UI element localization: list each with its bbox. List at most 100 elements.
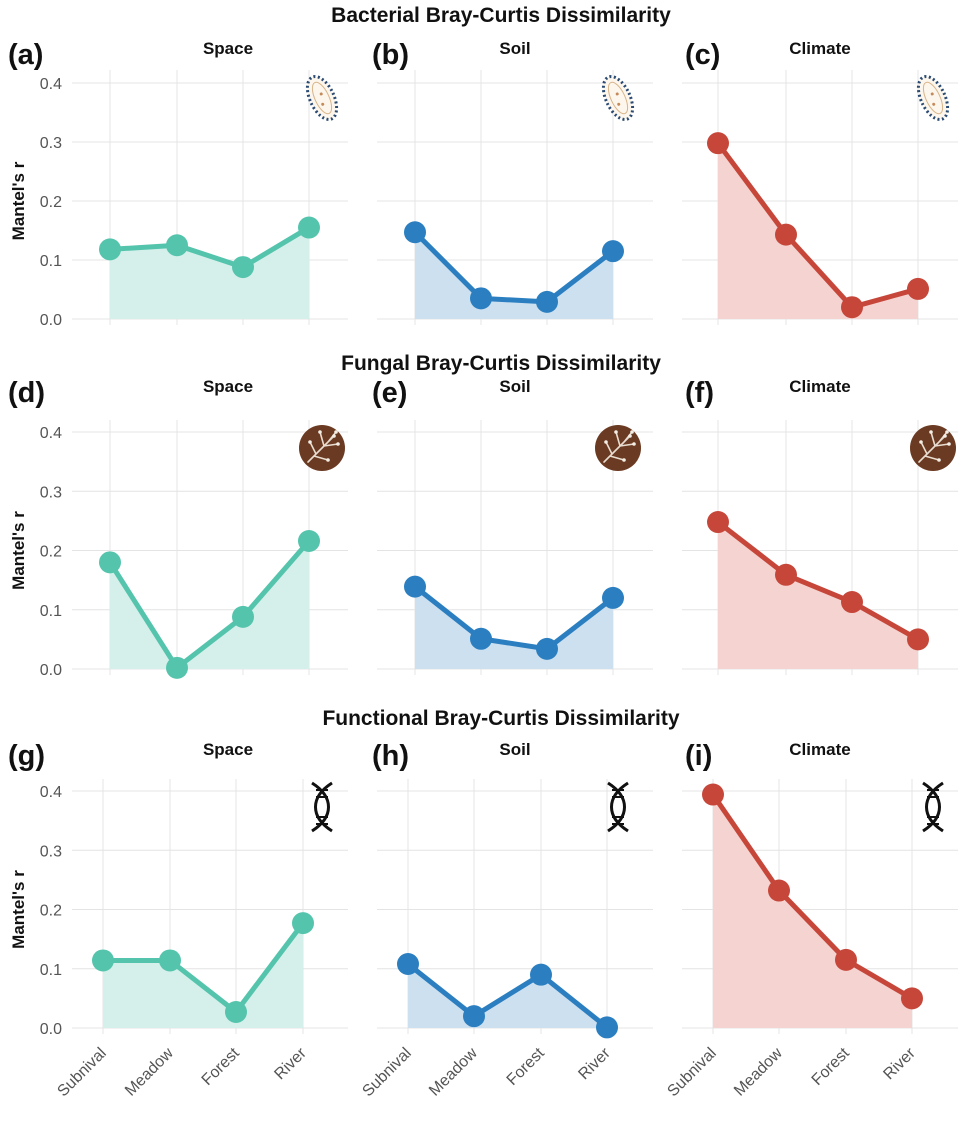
data-point-forest (835, 948, 857, 971)
dna-strand (314, 781, 333, 833)
fungus-spore (334, 430, 338, 434)
fungus-icon (299, 425, 345, 471)
series-line (406, 962, 609, 1030)
xtick-label: River (271, 1044, 310, 1083)
panel-title: Space (203, 377, 253, 396)
data-point-subnival (397, 953, 419, 976)
fungus-spore (947, 442, 951, 446)
series-area (415, 232, 613, 319)
data-point-river (596, 1016, 618, 1039)
panel-letter: (e) (372, 377, 407, 409)
ytick-label: 0.4 (40, 76, 62, 93)
panel-letter: (g) (8, 740, 45, 772)
bacterium-inner (922, 81, 944, 115)
series-line (710, 793, 914, 1001)
ytick-label: 0.1 (40, 253, 62, 270)
fungus-icon (595, 425, 641, 471)
data-point-river (901, 987, 923, 1010)
data-point-meadow (470, 627, 492, 650)
fungus-spore (614, 430, 618, 434)
fungus-spore (308, 440, 312, 444)
series-line (413, 230, 615, 305)
series-line (715, 141, 919, 310)
ytick-label: 0.4 (40, 425, 62, 442)
data-point-subnival (92, 949, 114, 972)
series-area (718, 522, 918, 669)
bacterium-dot (617, 102, 621, 106)
bacterium-body (305, 75, 339, 121)
ytick-label: 0.2 (40, 194, 62, 211)
data-point-forest (841, 591, 863, 614)
data-point-forest (841, 296, 863, 319)
series-area (713, 794, 912, 1028)
data-point-subnival (99, 551, 121, 574)
data-point-river (602, 240, 624, 263)
panel-title: Climate (789, 377, 850, 396)
row-title-functional: Functional Bray-Curtis Dissimilarity (322, 707, 679, 730)
ytick-label: 0.4 (40, 784, 62, 801)
data-point-meadow (166, 234, 188, 257)
series-area (718, 143, 918, 319)
bacterium-body (601, 75, 635, 121)
fungus-spore (604, 440, 608, 444)
ytick-label: 0.0 (40, 1021, 62, 1038)
dna-strand (922, 781, 941, 833)
dna-icon (311, 781, 333, 833)
xtick-label: Forest (809, 1044, 853, 1088)
dna-icon (607, 781, 629, 833)
panel-title: Soil (499, 740, 530, 759)
bacterium-icon (916, 75, 950, 121)
dna-strand (607, 781, 626, 833)
xtick-label: Subnival (54, 1045, 109, 1100)
panel-letter: (h) (372, 740, 409, 772)
data-point-subnival (707, 132, 729, 155)
data-point-meadow (775, 223, 797, 246)
xtick-label: Subnival (664, 1045, 719, 1100)
panel-title: Space (203, 740, 253, 759)
panel-letter: (a) (8, 39, 43, 71)
fungus-spore (630, 430, 634, 434)
fungus-spore (332, 434, 336, 438)
data-point-subnival (99, 238, 121, 261)
data-point-forest (225, 1001, 247, 1024)
xtick-label: Subnival (359, 1045, 414, 1100)
panel-a: Space (a) 0.0 0.1 0.2 0.3 0.4 Mantel's r (8, 39, 348, 329)
data-point-meadow (463, 1005, 485, 1028)
data-point-meadow (159, 949, 181, 972)
data-point-forest (536, 290, 558, 313)
fungus-spore (622, 458, 626, 462)
fungus-spore (945, 430, 949, 434)
ytick-label: 0.3 (40, 135, 62, 152)
xtick-label: Meadow (731, 1044, 786, 1099)
fungus-hyphae (603, 431, 635, 463)
fungus-spore (628, 434, 632, 438)
row-title-bacterial: Bacterial Bray-Curtis Dissimilarity (331, 4, 671, 27)
bacterium-inner (607, 81, 629, 115)
ytick-label: 0.3 (40, 484, 62, 501)
y-axis-label: Mantel's r (9, 161, 28, 240)
bacterium-body (916, 75, 950, 121)
fungus-hyphae (918, 431, 950, 463)
panel-title: Soil (499, 377, 530, 396)
dna-strand (610, 781, 629, 833)
xtick-label: Forest (504, 1044, 548, 1088)
ytick-label: 0.3 (40, 843, 62, 860)
xtick-label: Forest (199, 1044, 243, 1088)
data-point-forest (232, 605, 254, 628)
ytick-label: 0.1 (40, 962, 62, 979)
panel-letter: (b) (372, 39, 409, 71)
data-point-meadow (768, 879, 790, 902)
panel-title: Climate (789, 39, 850, 58)
data-point-river (298, 530, 320, 553)
series-line (103, 921, 305, 1015)
panel-title: Soil (499, 39, 530, 58)
dna-icon (922, 781, 944, 833)
series-area (110, 541, 309, 669)
series-area (415, 586, 613, 669)
series-area (110, 227, 309, 319)
panels: Space (a) 0.0 0.1 0.2 0.3 0.4 Mantel's r Soil (b)… (8, 39, 958, 1100)
ytick-label: 0.2 (40, 544, 62, 561)
fungus-spore (919, 440, 923, 444)
panel-c: Climate (c) (682, 39, 958, 325)
